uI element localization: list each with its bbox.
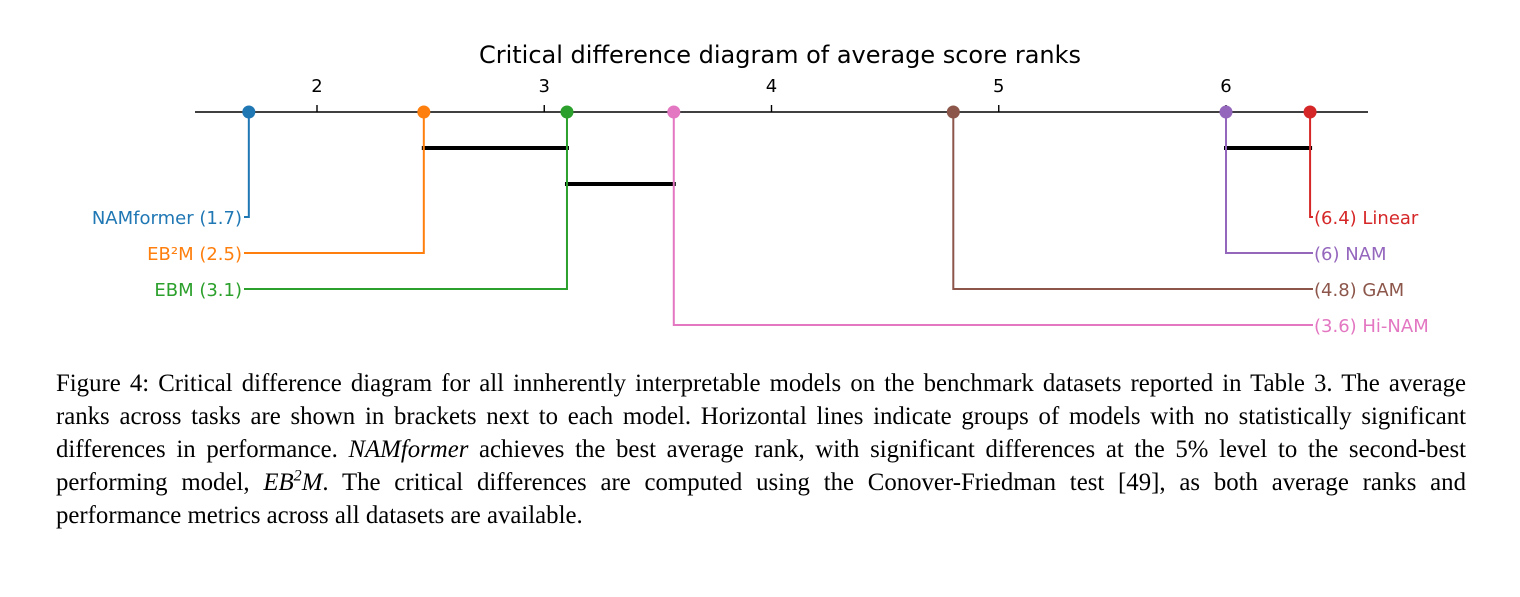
model-label: (4.8) GAM: [1314, 280, 1404, 301]
model-rank-marker: [560, 105, 574, 119]
clique-bars: [421, 146, 1313, 186]
model-rank-marker: [1303, 105, 1317, 119]
caption-text-3: . The critical differences are computed …: [56, 469, 1466, 529]
caption-eb2m: EB2M: [263, 467, 323, 496]
axis-tick-label: 4: [766, 76, 777, 97]
model-label: (3.6) Hi-NAM: [1314, 316, 1429, 337]
caption-eb2m-sup: 2: [293, 467, 302, 485]
model-label: NAMformer (1.7): [92, 208, 242, 229]
caption-eb2m-base: EB: [263, 469, 294, 496]
model-line: [952, 112, 1313, 290]
axis-tick-label: 5: [993, 76, 1004, 97]
figure-caption: Figure 4: Critical difference diagram fo…: [56, 367, 1466, 532]
caption-eb2m-end: M: [301, 469, 323, 496]
model-rank-marker: [242, 105, 256, 119]
model-label: EB²M (2.5): [147, 244, 242, 265]
cd-diagram-svg: Critical difference diagram of average s…: [92, 41, 1429, 337]
caption-text-1: Critical difference diagram for all innh…: [56, 370, 1466, 463]
axis-tick-label: 2: [311, 76, 322, 97]
model-label: (6.4) Linear: [1314, 208, 1419, 229]
caption-namformer: NAMformer: [348, 436, 469, 463]
caption-text-2: achieves the best average rank, with sig…: [56, 436, 1466, 496]
model-line: [1225, 112, 1313, 254]
rank-axis: 2 3 4 5 6: [195, 76, 1368, 113]
model-line: [1309, 112, 1313, 218]
model-label: (6) NAM: [1314, 244, 1387, 265]
model-rank-marker: [667, 105, 681, 119]
model-label: EBM (3.1): [154, 280, 242, 301]
model-line: [244, 112, 568, 290]
model-line: [672, 112, 1313, 326]
model-line: [244, 112, 250, 218]
model-lines: NAMformer (1.7) EB²M (2.5) EBM (3.1) (6.4) …: [92, 105, 1429, 337]
axis-tick-label: 6: [1220, 76, 1231, 97]
model-rank-marker: [946, 105, 960, 119]
model-rank-marker: [1219, 105, 1233, 119]
model-line: [244, 112, 425, 254]
model-rank-marker: [417, 105, 431, 119]
critical-difference-chart: Critical difference diagram of average s…: [92, 41, 1429, 337]
chart-title: Critical difference diagram of average s…: [479, 41, 1081, 69]
figure-label: Figure 4:: [56, 370, 150, 397]
axis-tick-label: 3: [539, 76, 550, 97]
